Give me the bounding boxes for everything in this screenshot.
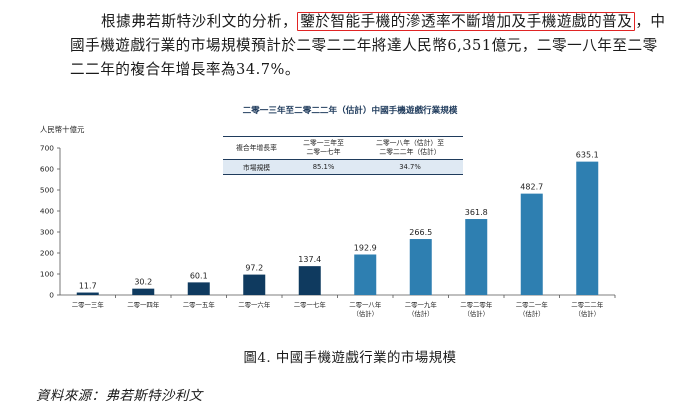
cagr-table: 複合年增長率 二零一三年至 二零一七年 二零一八年（估計）至 二零二二年（估計） 市… xyxy=(223,136,463,175)
y-tick-label: 0 xyxy=(49,291,54,300)
bar-value-label: 97.2 xyxy=(245,264,263,273)
cagr-row-label: 市場規模 xyxy=(242,164,271,172)
bar xyxy=(243,274,266,295)
y-tick-label: 300 xyxy=(40,228,54,237)
cagr-table-row: 市場規模 85.1% 34.7% xyxy=(223,159,463,175)
paragraph-line-1: 根據弗若斯特沙利文的分析， 鑒於智能手機的滲透率不斷增加及手機遊戲的普及 ，中 xyxy=(70,10,695,34)
paragraph-text-post: ，中 xyxy=(635,13,666,30)
bar xyxy=(576,161,599,295)
y-tick-label: 200 xyxy=(40,249,54,258)
bar-value-label: 11.7 xyxy=(79,282,97,291)
chart-title: 二零一三年至二零二二年（估計）中國手機遊戲行業規模 xyxy=(242,106,458,116)
x-tick-label: 二零一六年 xyxy=(238,300,271,309)
bar-value-label: 30.2 xyxy=(134,278,152,287)
highlighted-phrase: 鑒於智能手機的滲透率不斷增加及手機遊戲的普及 xyxy=(297,12,636,31)
x-tick-label: （估計） xyxy=(352,309,378,318)
cagr-value-2: 34.7% xyxy=(399,163,421,171)
paragraph-text-pre: 根據弗若斯特沙利文的分析， xyxy=(101,13,298,30)
bar-value-label: 266.5 xyxy=(409,228,432,237)
bar xyxy=(187,282,210,295)
x-tick-label: 二零二零年 xyxy=(460,300,493,309)
cagr-header-label: 複合年增長率 xyxy=(236,143,277,152)
bar-value-label: 635.1 xyxy=(576,151,599,160)
body-paragraph: 根據弗若斯特沙利文的分析， 鑒於智能手機的滲透率不斷增加及手機遊戲的普及 ，中 國手… xyxy=(70,10,695,82)
x-tick-label: 二零二二年 xyxy=(571,300,604,309)
y-tick-label: 600 xyxy=(40,165,54,174)
bar xyxy=(409,239,432,295)
cagr-table-header-row: 複合年增長率 二零一三年至 二零一七年 二零一八年（估計）至 二零二二年（估計） xyxy=(223,136,463,160)
bar-value-label: 482.7 xyxy=(520,183,543,192)
x-tick-label: （估計） xyxy=(519,309,545,318)
y-tick-label: 100 xyxy=(40,270,54,279)
cagr-header-period-1: 二零一三年至 二零一七年 xyxy=(303,139,344,156)
y-tick-label: 400 xyxy=(40,207,54,216)
x-tick-label: （估計） xyxy=(408,309,434,318)
source-note: 資料來源：弗若斯特沙利文 xyxy=(36,389,203,404)
y-axis-label: 人民幣十億元 xyxy=(40,125,85,134)
bar-value-label: 361.8 xyxy=(465,208,488,217)
x-tick-label: 二零一三年 xyxy=(72,300,105,309)
cagr-value-1: 85.1% xyxy=(312,163,335,171)
bar xyxy=(354,254,377,295)
x-tick-label: 二零一七年 xyxy=(294,300,327,309)
y-tick-label: 700 xyxy=(40,144,54,153)
bar xyxy=(132,288,155,295)
cagr-header-period-2: 二零一八年（估計）至 二零二二年（估計） xyxy=(376,139,444,156)
bar-value-label: 60.1 xyxy=(190,271,208,280)
paragraph-line-2: 國手機遊戲行業的市場規模預計於二零二二年將達人民幣6,351億元，二零一八年至二… xyxy=(70,37,658,54)
x-tick-label: 二零一五年 xyxy=(183,300,216,309)
bar xyxy=(465,219,488,295)
bar-value-label: 137.4 xyxy=(298,255,321,264)
bar xyxy=(76,292,99,295)
x-tick-label: （估計） xyxy=(463,309,489,318)
x-tick-label: 二零一八年 xyxy=(349,300,382,309)
bar xyxy=(298,266,321,295)
x-tick-label: 二零一九年 xyxy=(405,300,438,309)
bar xyxy=(520,193,543,295)
bar-value-label: 192.9 xyxy=(354,243,377,252)
figure-caption: 圖4. 中國手機遊戲行業的市場規模 xyxy=(243,351,457,366)
y-tick-label: 500 xyxy=(40,186,54,195)
x-tick-label: 二零一四年 xyxy=(127,300,160,309)
paragraph-line-3: 二二年的複合年增長率為34.7%。 xyxy=(70,61,300,78)
x-tick-label: 二零二一年 xyxy=(516,300,549,309)
x-tick-label: （估計） xyxy=(574,309,600,318)
